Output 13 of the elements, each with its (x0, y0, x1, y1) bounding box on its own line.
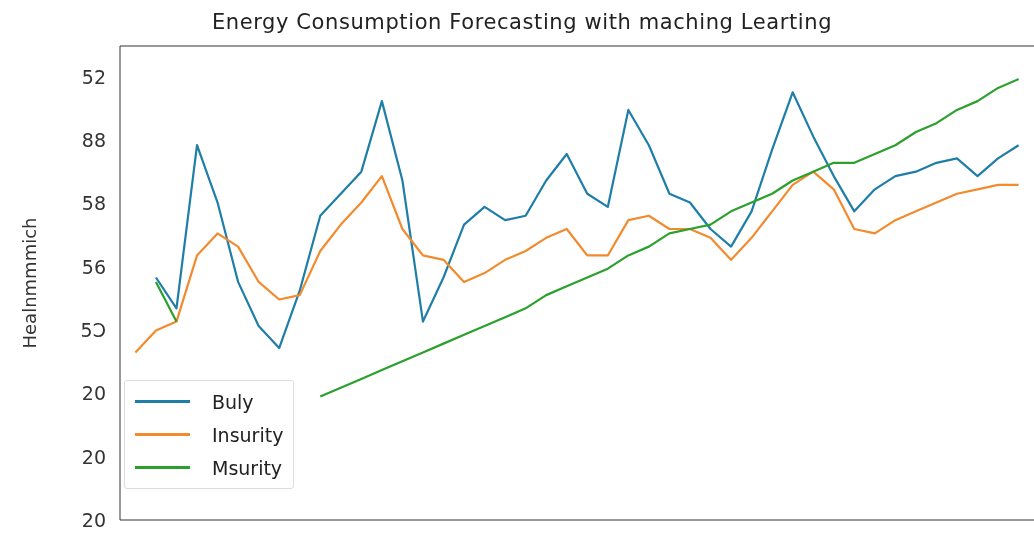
text: 58 (80, 191, 106, 216)
text: 20 (80, 444, 106, 469)
text: 5Ↄ (79, 318, 106, 342)
legend-label: Insurity (212, 423, 284, 446)
chart-title: Energy Consumption Forecasting with maching Learting (210, 10, 834, 34)
text: 56 (80, 254, 106, 279)
y-axis-title: Healnmmmich (19, 217, 41, 349)
legend-label: Buly (212, 390, 254, 413)
text: 20 (80, 508, 106, 532)
text: 88 (80, 128, 106, 152)
legend-label: Msurity (212, 456, 283, 479)
text: 52 (80, 64, 106, 89)
text: 20 (80, 381, 106, 406)
